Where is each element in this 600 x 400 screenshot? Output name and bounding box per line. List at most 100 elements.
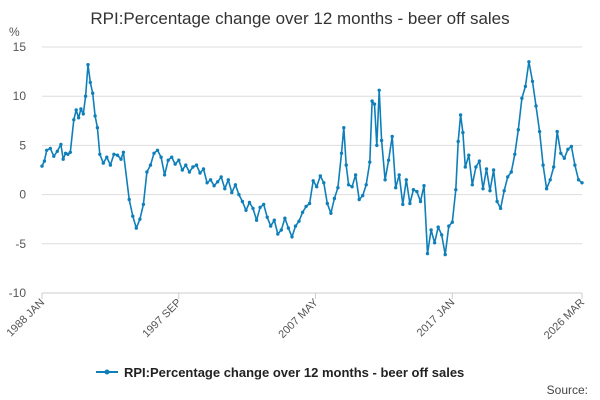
- data-point: [544, 187, 549, 191]
- data-point: [297, 219, 301, 223]
- data-point: [566, 147, 570, 151]
- data-point: [463, 165, 467, 169]
- data-point: [205, 181, 209, 185]
- data-point: [72, 118, 76, 122]
- data-point: [383, 178, 387, 182]
- data-point: [401, 202, 405, 207]
- data-point: [447, 224, 451, 228]
- data-point: [244, 208, 248, 212]
- data-point: [68, 150, 73, 154]
- data-point: [527, 60, 531, 64]
- data-point: [353, 173, 358, 177]
- data-point: [74, 108, 78, 112]
- data-point: [357, 197, 361, 202]
- data-point: [254, 218, 259, 222]
- data-point: [148, 163, 153, 167]
- data-point: [159, 155, 163, 159]
- data-point: [127, 197, 131, 202]
- data-point: [470, 183, 474, 187]
- data-point: [40, 164, 44, 168]
- data-point: [276, 232, 280, 236]
- data-point: [523, 84, 528, 89]
- data-point: [76, 116, 81, 120]
- data-point: [576, 178, 581, 182]
- legend-swatch-marker: [104, 369, 110, 375]
- data-point: [138, 217, 142, 221]
- data-point: [481, 187, 485, 191]
- data-point: [300, 210, 305, 214]
- data-point: [368, 160, 372, 164]
- data-point: [559, 151, 563, 155]
- data-point: [265, 215, 269, 219]
- data-point: [184, 163, 188, 167]
- chart-title: RPI:Percentage change over 12 months - b…: [90, 9, 509, 28]
- data-point: [555, 129, 559, 134]
- data-point: [52, 154, 56, 158]
- data-point: [219, 175, 223, 179]
- x-tick-label: 2026 MAR: [542, 297, 587, 342]
- y-tick-label: -10: [9, 286, 27, 300]
- data-point: [311, 179, 315, 183]
- data-point: [240, 199, 245, 204]
- data-point: [272, 218, 276, 222]
- data-point: [48, 146, 52, 151]
- data-point: [315, 185, 319, 189]
- data-point: [361, 193, 365, 198]
- data-point: [201, 167, 206, 171]
- data-point: [397, 173, 401, 177]
- data-point: [513, 152, 517, 156]
- data-point: [293, 224, 298, 228]
- data-point: [537, 129, 542, 134]
- data-point: [83, 94, 88, 98]
- data-point: [98, 152, 102, 156]
- data-point: [440, 233, 444, 237]
- series-layer: [40, 60, 584, 257]
- data-point: [166, 158, 170, 162]
- x-tick-label: 2007 MAY: [276, 296, 321, 341]
- data-point: [145, 170, 149, 174]
- data-point: [216, 180, 220, 184]
- y-tick-labels: 15 10 5 0 -5 -10: [9, 40, 27, 300]
- data-point: [279, 228, 283, 232]
- data-point: [307, 201, 312, 206]
- data-point: [119, 157, 123, 161]
- data-point: [488, 189, 492, 193]
- data-point: [95, 126, 100, 130]
- data-point: [509, 170, 513, 174]
- data-point: [79, 107, 83, 111]
- data-point: [177, 158, 181, 162]
- data-point: [443, 252, 447, 257]
- data-point: [425, 251, 430, 256]
- y-tick-label: 15: [13, 40, 27, 54]
- data-point: [173, 162, 177, 166]
- data-point: [432, 241, 437, 245]
- data-point: [342, 126, 346, 130]
- data-point: [45, 148, 49, 152]
- data-point: [474, 165, 478, 169]
- x-tick-label: 2017 JAN: [415, 297, 458, 340]
- legend-label: RPI:Percentage change over 12 months - b…: [124, 365, 464, 380]
- data-point: [339, 151, 344, 155]
- data-point: [208, 178, 213, 182]
- data-point: [325, 201, 329, 206]
- data-point: [418, 199, 423, 204]
- legend: RPI:Percentage change over 12 months - b…: [96, 365, 464, 380]
- y-tick-label: 10: [13, 89, 27, 103]
- data-point: [141, 202, 146, 207]
- y-axis-unit-label: %: [9, 25, 20, 39]
- data-point: [456, 139, 460, 144]
- data-point: [450, 220, 454, 224]
- data-point: [495, 199, 499, 204]
- data-point: [91, 91, 95, 95]
- data-point: [322, 181, 326, 185]
- data-point: [223, 187, 227, 191]
- data-point: [101, 161, 106, 165]
- data-point: [491, 168, 496, 172]
- data-point: [390, 134, 394, 139]
- y-tick-label: 0: [19, 188, 26, 202]
- data-point: [411, 188, 416, 192]
- data-point: [61, 157, 65, 161]
- data-point: [304, 204, 308, 209]
- data-point: [318, 174, 322, 178]
